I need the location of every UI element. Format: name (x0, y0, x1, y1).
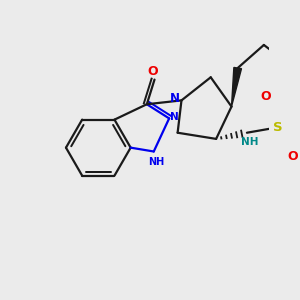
Text: N: N (170, 92, 180, 105)
Text: S: S (273, 121, 283, 134)
Text: NH: NH (241, 137, 259, 147)
Text: O: O (261, 90, 272, 103)
Polygon shape (232, 68, 242, 106)
Text: NH: NH (148, 157, 164, 166)
Text: N: N (170, 112, 179, 122)
Text: O: O (288, 150, 298, 163)
Text: O: O (148, 65, 158, 78)
